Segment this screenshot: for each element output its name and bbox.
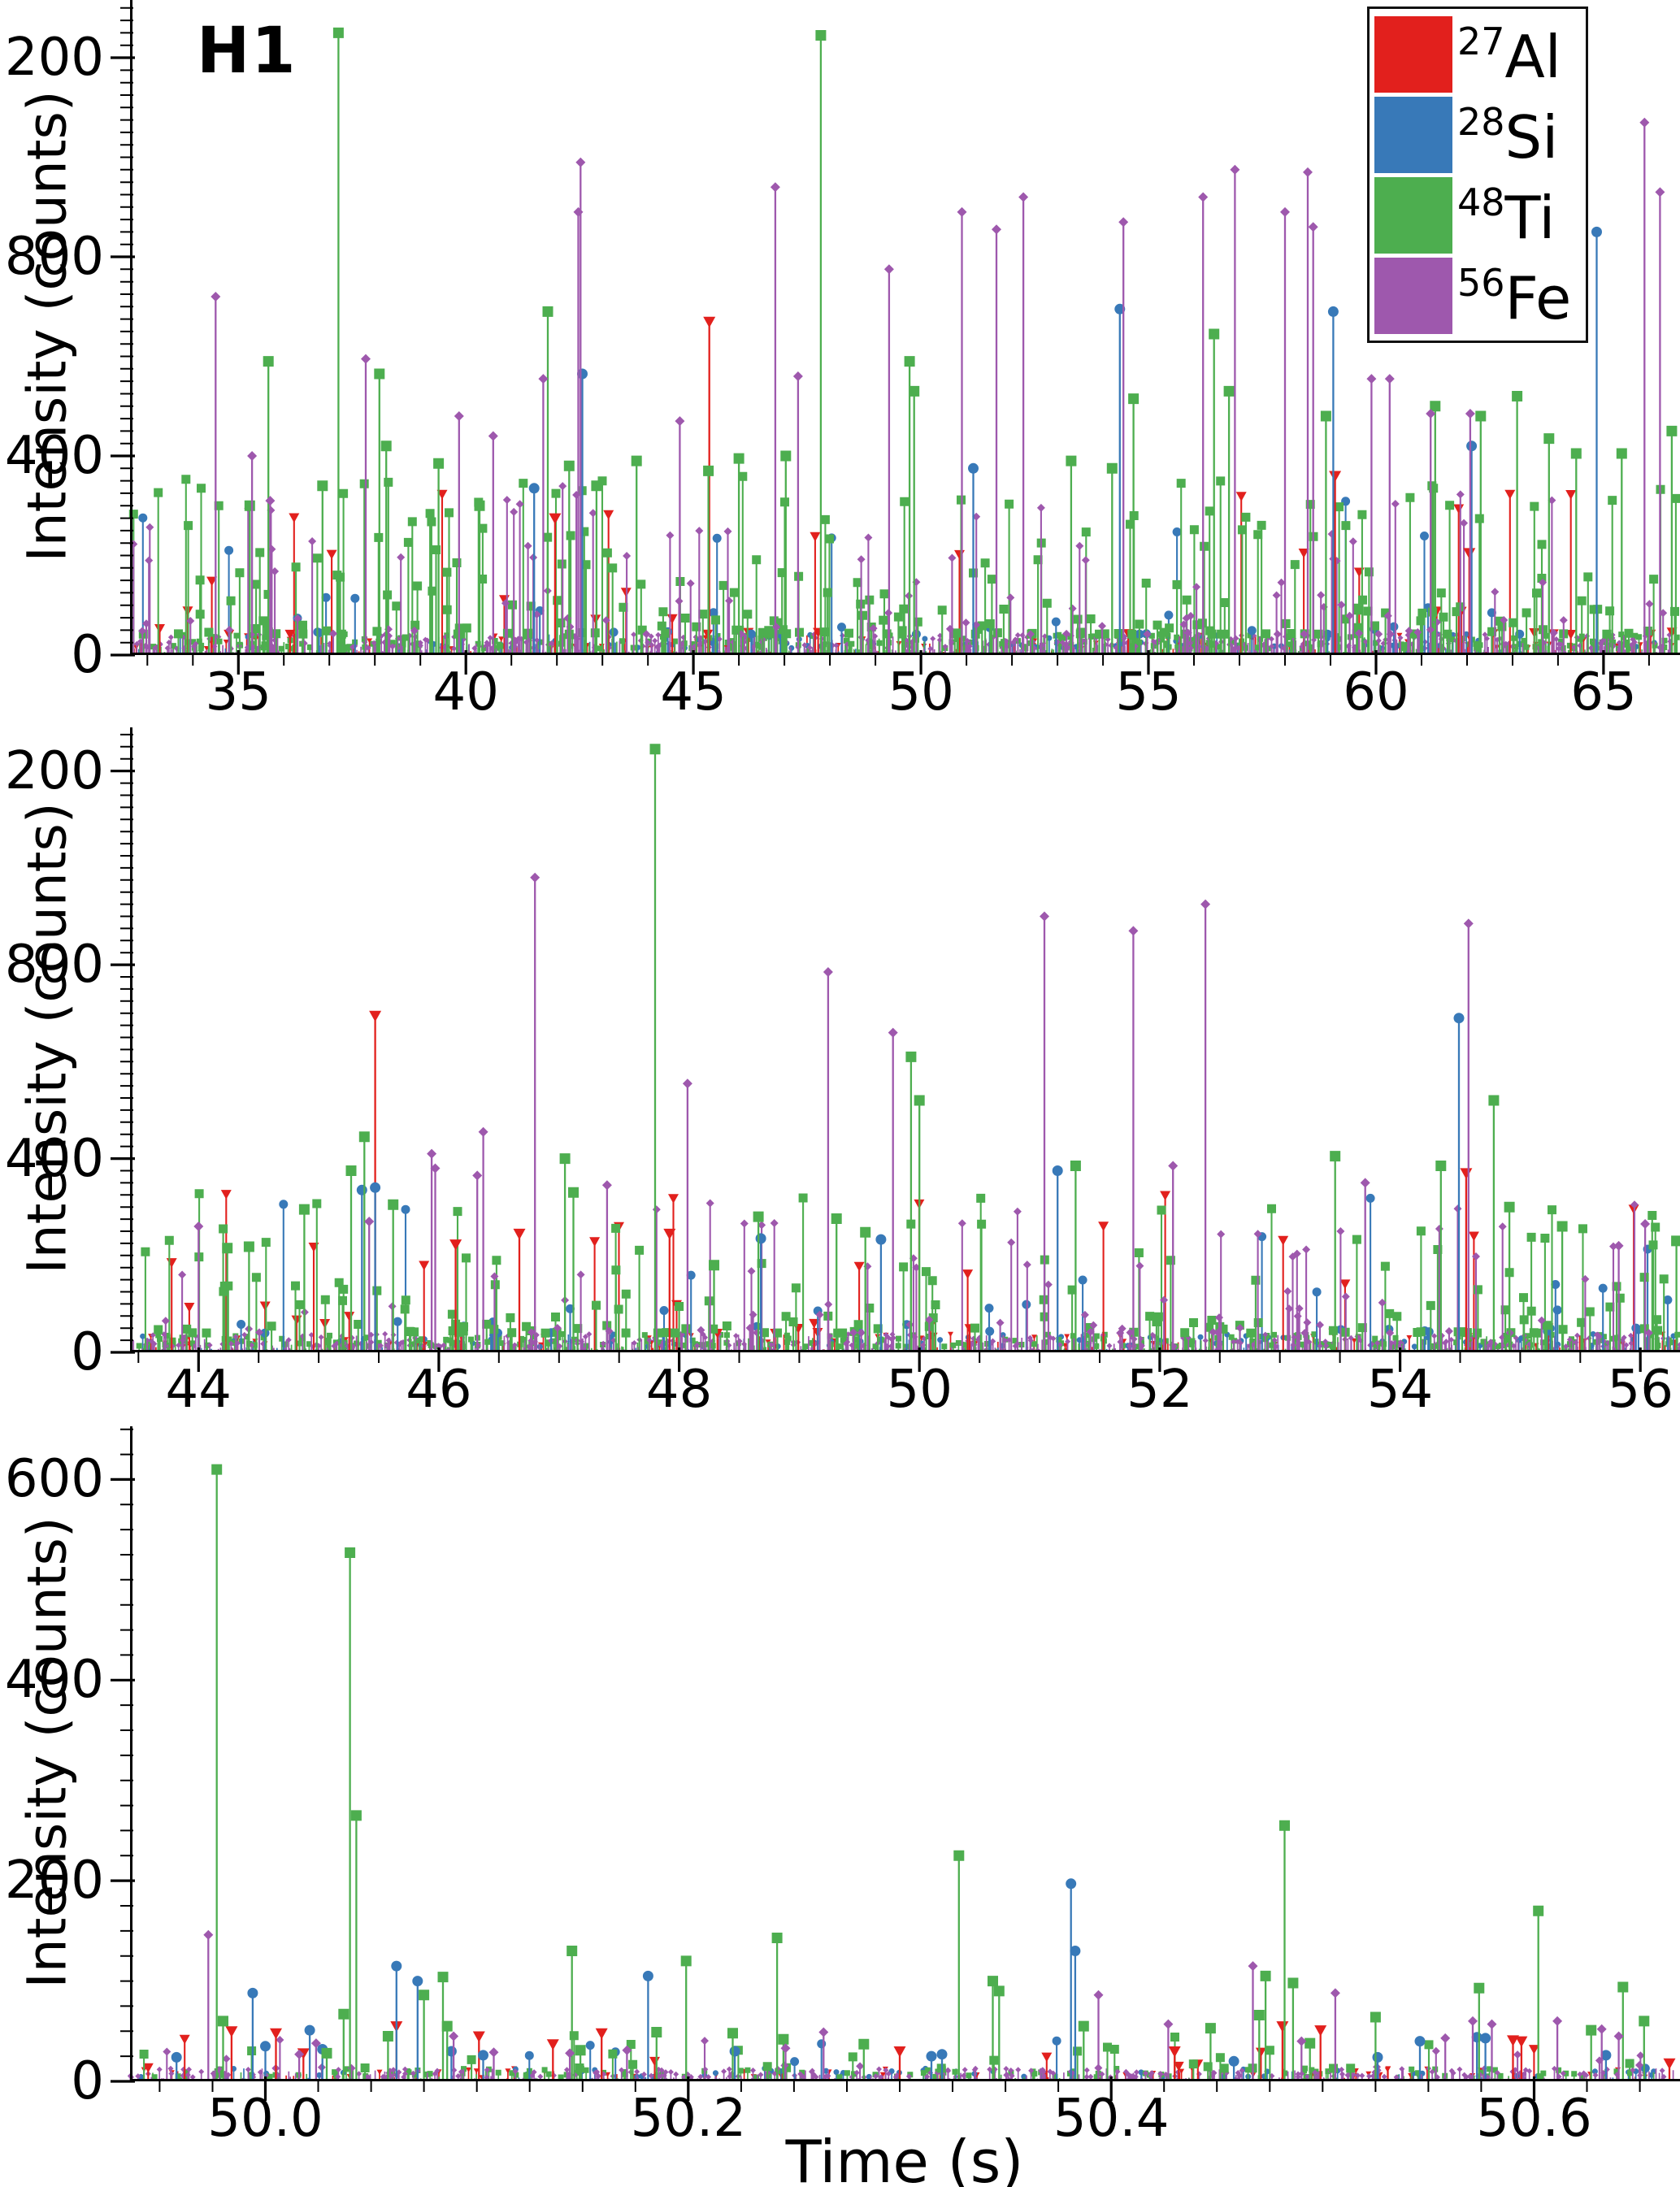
stem-fe-peak (207, 1934, 1620, 2081)
stem-si-peak (533, 232, 1598, 655)
legend: 27Al 28Si 48Ti 56Fe (1367, 7, 1588, 343)
x-tick-label: 45 (660, 662, 727, 722)
y-tick-label: 400 (4, 1128, 104, 1189)
marker-ti-medium (128, 471, 1680, 639)
marker-fe-noise (127, 2065, 1667, 2081)
x-tick-label: 56 (1607, 1360, 1673, 1420)
stem-al-peak (374, 1015, 1468, 1352)
x-tick-label: 46 (406, 1360, 472, 1420)
y-tick-label: 1200 (0, 740, 104, 801)
axis-major-ticks (111, 56, 1605, 675)
axis-minor-ticks (120, 733, 1582, 1363)
marker-fe-peak (203, 1929, 1624, 2059)
x-tick-label: 60 (1343, 662, 1409, 722)
marker-ti-peak (222, 744, 1680, 1271)
y-tick-label: 200 (4, 1851, 104, 1911)
legend-swatch-si (1374, 96, 1452, 173)
marker-fe-peak (193, 872, 1651, 1251)
stem-ti-medium (144, 1193, 1665, 1352)
x-tick-label: 44 (165, 1360, 232, 1420)
x-tick-label: 35 (205, 662, 271, 722)
stem-ti-peak (249, 33, 1673, 655)
panel-middle-plot (111, 727, 1680, 1372)
panel-top-plot (111, 0, 1680, 675)
marker-si-noise (177, 631, 1657, 652)
stem-si-medium (528, 2041, 1647, 2081)
legend-item-al: 27Al (1374, 14, 1586, 94)
stem-fe-medium (164, 1203, 1650, 1352)
legend-swatch-fe (1374, 257, 1452, 334)
y-tick-label: 1200 (0, 28, 104, 89)
stem-al-medium (147, 2038, 1535, 2081)
legend-label: 27Al (1457, 19, 1561, 91)
axis-major-ticks (111, 770, 1642, 1372)
y-tick-label: 0 (71, 1322, 104, 1382)
y-tick-label: 0 (71, 625, 104, 685)
y-axis-label-top: Intensity (counts) (15, 90, 79, 562)
axis-spines (130, 1426, 1680, 2081)
stem-fe-peak (198, 877, 1647, 1352)
marker-si-medium (138, 497, 1525, 639)
x-tick-label: 55 (1115, 662, 1182, 722)
y-tick-label: 600 (4, 1449, 104, 1510)
marker-ti-medium (141, 1189, 1669, 1338)
y-tick-label: 0 (71, 2051, 104, 2111)
x-tick-label: 54 (1366, 1360, 1434, 1420)
x-tick-label: 48 (645, 1360, 713, 1420)
legend-swatch-al (1374, 15, 1452, 93)
x-tick-label: 50.2 (630, 2089, 747, 2149)
y-tick-label: 800 (4, 935, 104, 996)
axis-major-ticks (111, 1478, 1536, 2101)
marker-si-medium (524, 2036, 1650, 2073)
y-tick-label: 400 (4, 426, 104, 486)
marker-fe-noise (143, 1330, 1680, 1350)
stem-si-peak (176, 1883, 1608, 2081)
legend-label: 28Si (1457, 99, 1559, 171)
legend-label: 48Ti (1457, 180, 1556, 252)
axis-minor-ticks (120, 7, 1650, 666)
stem-ti-peak (215, 1469, 1645, 2081)
x-tick-label: 50 (888, 662, 954, 722)
axis-minor-ticks (120, 1428, 1641, 2092)
x-tick-label: 40 (432, 662, 499, 722)
axis-spines (130, 0, 1680, 655)
x-tick-label: 65 (1570, 662, 1637, 722)
x-tick-label: 50.4 (1053, 2089, 1170, 2149)
y-tick-label: 400 (4, 1650, 104, 1711)
marker-al-peak (549, 316, 1476, 559)
stem-fe-peak (215, 122, 1661, 655)
stem-ti-peak (226, 749, 1678, 1352)
panel-bottom-plot (111, 1426, 1680, 2101)
legend-item-ti: 48Ti (1374, 175, 1586, 255)
x-tick-label: 50 (886, 1360, 953, 1420)
stem-ti-medium (132, 476, 1677, 655)
y-tick-label: 800 (4, 227, 104, 288)
panel-title: H1 (197, 15, 297, 88)
legend-item-si: 28Si (1374, 94, 1586, 175)
x-tick-label: 52 (1127, 1360, 1193, 1420)
x-tick-label: 50.6 (1476, 2089, 1592, 2149)
marker-ti-noise (151, 2065, 1649, 2081)
marker-fe-noise (133, 631, 1673, 652)
stem-si-peak (361, 1018, 1461, 1352)
legend-item-fe: 56Fe (1374, 255, 1586, 336)
legend-label: 56Fe (1457, 260, 1572, 332)
marker-ti-peak (211, 1464, 1650, 2059)
x-tick-label: 50.0 (207, 2089, 323, 2149)
legend-swatch-ti (1374, 176, 1452, 254)
x-axis-label: Time (s) (785, 2128, 1024, 2187)
axis-spines (130, 727, 1680, 1352)
